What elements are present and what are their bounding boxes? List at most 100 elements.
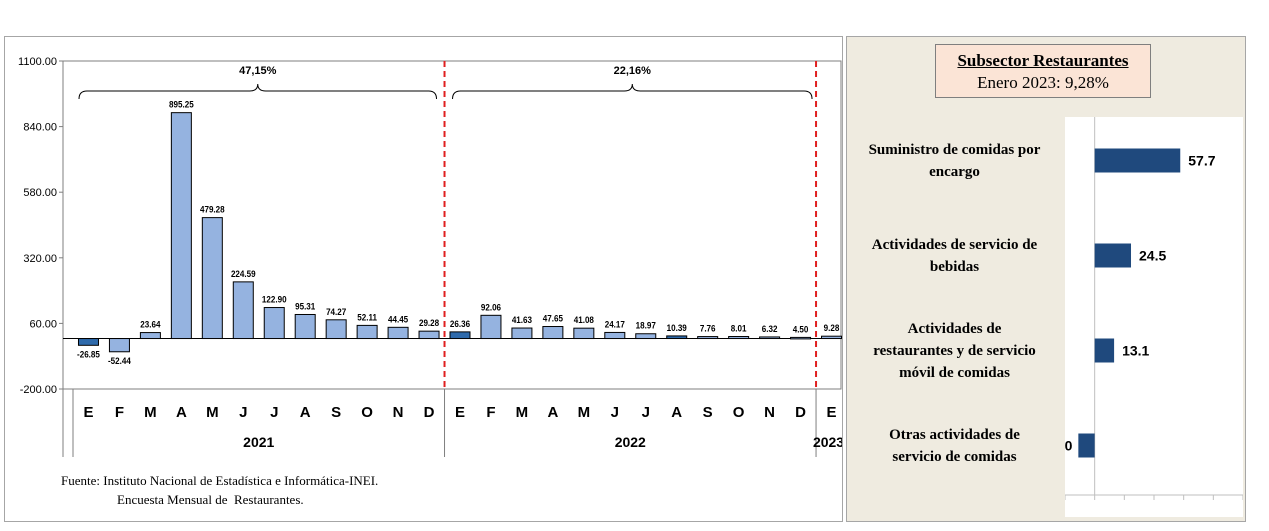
bar — [325, 319, 347, 340]
source-line-2: Encuesta Mensual de Restaurantes. — [117, 492, 304, 507]
bar-value-label: 224.59 — [231, 268, 256, 279]
bar-value-label: 29.28 — [419, 318, 439, 329]
category-label-line: Actividades de servicio de — [871, 236, 1038, 253]
monthly-chart-panel: 1100.00 840.00 580.00 320.00 60.00 -200.00 -26… — [4, 36, 844, 522]
month-label: M — [516, 404, 529, 421]
hbar-value-label: 57.7 — [1188, 153, 1215, 169]
bar-value-label: 8.01 — [731, 323, 747, 334]
source-line-1: Fuente: Instituto Nacional de Estadístic… — [61, 473, 379, 488]
bar-value-label: 44.45 — [388, 314, 408, 325]
category-label: Actividades de servicio de bebidas — [847, 234, 1062, 278]
period-brace — [452, 83, 813, 100]
bar-value-label: 74.27 — [326, 306, 346, 317]
hbar-value-label: 13.1 — [1122, 343, 1149, 359]
month-label: A — [547, 404, 558, 421]
bar — [542, 326, 564, 340]
bar — [170, 112, 192, 340]
hbar — [1078, 433, 1095, 458]
bar — [232, 281, 254, 340]
category-label: Suministro de comidas por encargo — [847, 139, 1062, 183]
subsector-panel: Subsector Restaurantes Enero 2023: 9,28%… — [846, 36, 1246, 522]
year-label: 2022 — [615, 434, 646, 450]
month-label: A — [300, 404, 311, 421]
bar — [201, 217, 223, 340]
bar-value-label: 9.28 — [824, 323, 840, 334]
hbar-value-label: -11.0 — [1065, 438, 1073, 454]
bar-value-label: 895.25 — [169, 99, 194, 110]
monthly-variation-chart: 1100.00 840.00 580.00 320.00 60.00 -200.00 -26… — [18, 56, 844, 457]
bar — [728, 336, 750, 340]
month-label: N — [393, 404, 404, 421]
hbar — [1094, 243, 1132, 268]
bar-value-label: 23.64 — [140, 319, 160, 330]
y-tick-label: 840.00 — [23, 122, 57, 134]
month-label: S — [703, 404, 713, 421]
bar — [573, 327, 595, 340]
month-label: J — [611, 404, 619, 421]
category-label: Otras actividades de servicio de comidas — [847, 424, 1062, 468]
month-label: E — [827, 404, 837, 421]
bar-value-label: 479.28 — [200, 204, 225, 215]
category-label-line: encargo — [929, 163, 980, 180]
bar-value-label: 95.31 — [295, 301, 315, 312]
plot-frame — [62, 60, 842, 390]
month-label: F — [486, 404, 495, 421]
subsector-title-box: Subsector Restaurantes Enero 2023: 9,28% — [935, 44, 1151, 98]
y-tick-label: 580.00 — [23, 187, 57, 199]
subsector-subtitle: Enero 2023: 9,28% — [977, 73, 1109, 92]
bar — [480, 314, 502, 340]
month-label: O — [361, 404, 373, 421]
month-label: D — [424, 404, 435, 421]
month-label: M — [578, 404, 591, 421]
month-label: D — [795, 404, 806, 421]
category-label-line: restaurantes y de servicio — [873, 342, 1036, 359]
bar-value-label: 6.32 — [762, 323, 778, 334]
month-label: J — [239, 404, 247, 421]
bar — [418, 330, 440, 340]
bar — [263, 307, 285, 340]
bar-value-label: 52.11 — [357, 312, 377, 323]
category-label: Actividades de restaurantes y de servicio… — [847, 318, 1062, 384]
month-label: N — [764, 404, 775, 421]
bar-value-label: 7.76 — [700, 323, 716, 334]
subsector-title: Subsector Restaurantes — [957, 51, 1129, 70]
month-label: J — [642, 404, 650, 421]
period-variation-label: 47,15% — [239, 65, 277, 77]
month-label: E — [455, 404, 465, 421]
year-label: 2023 — [813, 434, 842, 450]
bar — [604, 331, 626, 340]
bar-value-label: 18.97 — [636, 320, 656, 331]
bar — [294, 313, 316, 340]
month-label: M — [144, 404, 157, 421]
month-label: S — [331, 404, 341, 421]
bar-value-label: -52.44 — [108, 355, 131, 366]
bar — [790, 336, 812, 340]
bar-value-label: 41.63 — [512, 314, 532, 325]
bar-value-label: 47.65 — [543, 313, 563, 324]
bar — [759, 336, 781, 340]
year-label: 2021 — [243, 434, 274, 450]
bar-value-label: -26.85 — [77, 349, 100, 360]
bar — [356, 324, 378, 340]
y-tick-label: 60.00 — [29, 318, 57, 330]
month-label: E — [83, 404, 93, 421]
bar — [697, 336, 719, 340]
category-label-line: Actividades de — [907, 320, 1002, 337]
hbar — [1094, 338, 1115, 363]
bar — [139, 332, 161, 340]
bar-value-label: 122.90 — [262, 294, 287, 305]
bar — [387, 326, 409, 340]
category-label-line: móvil de comidas — [899, 364, 1010, 381]
bar — [635, 333, 657, 340]
hbar — [1094, 148, 1181, 173]
month-label: F — [115, 404, 124, 421]
bar-value-label: 24.17 — [605, 319, 625, 330]
bar-value-label: 26.36 — [450, 318, 470, 329]
bar-value-label: 92.06 — [481, 302, 501, 313]
month-label: A — [671, 404, 682, 421]
bar — [108, 338, 130, 353]
period-brace — [78, 83, 438, 100]
subsector-bar-chart: 57.7 24.5 13.1 -11.0 — [1041, 117, 1244, 500]
y-tick-label: 1100.00 — [18, 56, 57, 68]
category-label-line: Suministro de comidas por — [868, 141, 1041, 158]
